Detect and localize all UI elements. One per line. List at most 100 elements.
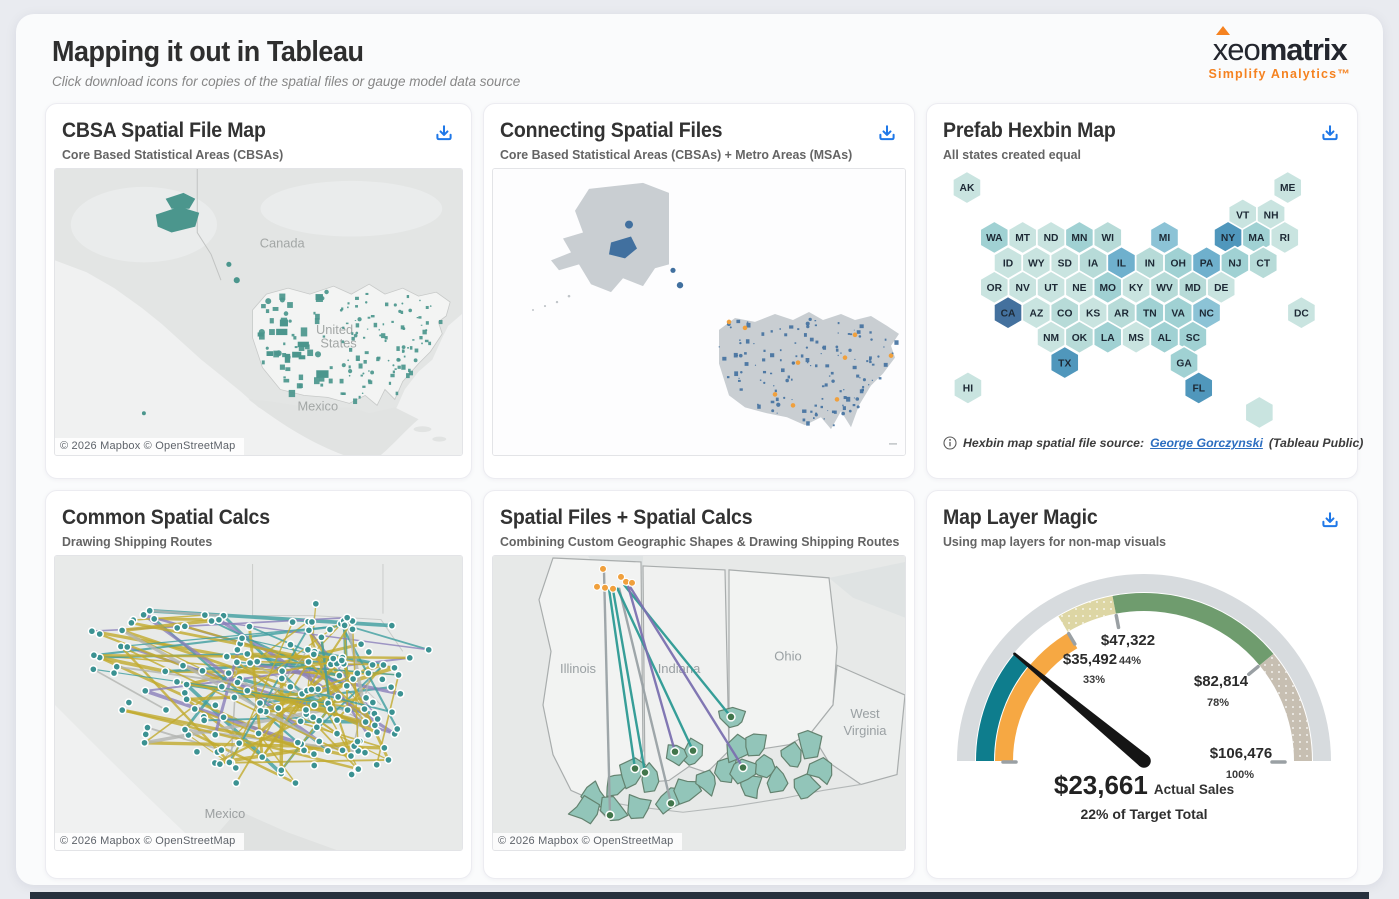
info-icon <box>943 436 957 450</box>
svg-text:VA: VA <box>1171 308 1185 319</box>
panel-cbsa-spatial-file-map: CBSA Spatial File Map Core Based Statist… <box>45 103 472 479</box>
panel-title: Connecting Spatial Files <box>500 119 723 142</box>
panel-spatial-files-calcs: Spatial Files + Spatial Calcs Combining … <box>483 490 915 879</box>
hexbin-footnote: Hexbin map spatial file source: George G… <box>943 436 1363 450</box>
svg-text:GA: GA <box>1176 358 1192 369</box>
svg-text:OH: OH <box>1170 259 1185 270</box>
svg-text:22% of Target Total: 22% of Target Total <box>1080 806 1207 822</box>
svg-text:$82,814: $82,814 <box>1194 673 1249 690</box>
svg-text:CT: CT <box>1256 259 1270 270</box>
brand-logo: xeomatrix Simplify Analytics™ <box>1208 26 1351 100</box>
svg-text:NV: NV <box>1016 283 1030 294</box>
svg-text:FL: FL <box>1192 384 1205 395</box>
svg-text:Mexico: Mexico <box>297 398 338 413</box>
svg-text:WI: WI <box>1102 233 1115 244</box>
svg-text:CA: CA <box>1001 308 1016 319</box>
source-link[interactable]: George Gorczynski <box>1150 436 1263 450</box>
brand-tagline: Simplify Analytics™ <box>1208 67 1351 81</box>
svg-text:HI: HI <box>963 384 973 395</box>
svg-text:MO: MO <box>1100 283 1117 294</box>
hexbin-map[interactable]: AK ME VT NH WA MT ND MN WI MI NY MA RI ID WY SD IA IL IN OH… <box>927 166 1357 432</box>
svg-text:KY: KY <box>1129 283 1143 294</box>
svg-text:SD: SD <box>1058 259 1072 270</box>
svg-text:WY: WY <box>1028 259 1045 270</box>
svg-text:NH: NH <box>1264 211 1279 222</box>
svg-text:OK: OK <box>1072 333 1088 344</box>
svg-text:West: West <box>850 706 880 721</box>
sales-gauge[interactable]: $35,492 33% $47,322 44% $82,814 78% $106,476 10… <box>927 551 1357 851</box>
panel-map-layer-magic: Map Layer Magic Using map layers for non… <box>926 490 1358 879</box>
svg-text:AR: AR <box>1114 308 1129 319</box>
map-attribution: © 2026 Mapbox © OpenStreetMap <box>55 833 244 850</box>
svg-text:WA: WA <box>986 233 1003 244</box>
download-button[interactable] <box>1317 121 1343 147</box>
svg-text:$47,322: $47,322 <box>1101 632 1155 649</box>
svg-text:Mexico: Mexico <box>205 806 246 821</box>
download-icon <box>879 125 895 141</box>
brand-light: xeo <box>1212 32 1261 67</box>
map-attribution: © 2026 Mapbox © OpenStreetMap <box>493 833 682 850</box>
svg-text:KS: KS <box>1086 308 1100 319</box>
footnote-prefix: Hexbin map spatial file source: <box>963 436 1145 450</box>
spider-map[interactable]: Illinois Indiana Ohio West Virginia © 2026 M… <box>492 555 906 851</box>
dashboard-header: Mapping it out in Tableau Click download… <box>52 26 1351 100</box>
shipping-routes-map[interactable]: Mexico © 2026 Mapbox © OpenStreetMap <box>54 555 463 851</box>
svg-text:RI: RI <box>1280 233 1290 244</box>
download-button[interactable] <box>874 121 900 147</box>
svg-text:DC: DC <box>1294 308 1309 319</box>
svg-text:$106,476: $106,476 <box>1210 745 1273 762</box>
svg-text:WV: WV <box>1156 283 1173 294</box>
connecting-map[interactable] <box>492 168 906 456</box>
download-button[interactable] <box>431 121 457 147</box>
svg-text:MA: MA <box>1248 233 1265 244</box>
panel-title: Common Spatial Calcs <box>62 506 270 529</box>
map-attribution: © 2026 Mapbox © OpenStreetMap <box>55 438 244 455</box>
svg-text:NM: NM <box>1043 333 1059 344</box>
panel-prefab-hexbin-map: Prefab Hexbin Map All states created equ… <box>926 103 1363 479</box>
svg-text:$35,492: $35,492 <box>1063 651 1117 668</box>
bottom-bar <box>30 892 1369 899</box>
panel-title: Map Layer Magic <box>943 506 1098 529</box>
svg-text:44%: 44% <box>1119 655 1141 667</box>
panel-title: CBSA Spatial File Map <box>62 119 266 142</box>
svg-text:PA: PA <box>1200 259 1214 270</box>
svg-text:TX: TX <box>1058 358 1071 369</box>
panel-common-spatial-calcs: Common Spatial Calcs Drawing Shipping Ro… <box>45 490 472 879</box>
svg-text:States: States <box>320 336 356 351</box>
svg-text:SC: SC <box>1186 333 1201 344</box>
svg-text:Illinois: Illinois <box>560 661 596 676</box>
svg-text:78%: 78% <box>1207 697 1229 709</box>
svg-text:MS: MS <box>1128 333 1144 344</box>
svg-text:AK: AK <box>960 183 975 194</box>
svg-text:CO: CO <box>1057 308 1072 319</box>
svg-text:UT: UT <box>1044 283 1058 294</box>
panel-subtitle: Using map layers for non-map visuals <box>943 534 1167 549</box>
download-button[interactable] <box>1317 508 1343 534</box>
svg-text:IN: IN <box>1145 259 1155 270</box>
panel-subtitle: Core Based Statistical Areas (CBSAs) + M… <box>500 147 853 162</box>
cbsa-map[interactable]: Canada United States Mexico © 2026 Mapbox ©… <box>54 168 463 456</box>
svg-text:ME: ME <box>1280 183 1296 194</box>
svg-text:ID: ID <box>1003 259 1013 270</box>
download-icon <box>436 125 452 141</box>
panel-subtitle: Core Based Statistical Areas (CBSAs) <box>62 147 284 162</box>
brand-bold: matrix <box>1259 32 1348 67</box>
svg-text:Indiana: Indiana <box>658 661 701 676</box>
svg-text:IL: IL <box>1117 259 1126 270</box>
svg-text:NJ: NJ <box>1228 259 1241 270</box>
svg-text:NE: NE <box>1072 283 1086 294</box>
logo-accent-icon <box>1215 26 1230 35</box>
svg-text:MT: MT <box>1015 233 1031 244</box>
svg-text:MN: MN <box>1071 233 1087 244</box>
svg-text:ND: ND <box>1044 233 1059 244</box>
panel-subtitle: All states created equal <box>943 147 1081 162</box>
svg-text:Ohio: Ohio <box>774 648 801 663</box>
svg-text:OR: OR <box>987 283 1003 294</box>
brand-wordmark: xeomatrix <box>1212 26 1348 67</box>
svg-text:MD: MD <box>1185 283 1201 294</box>
svg-text:NY: NY <box>1221 233 1235 244</box>
panel-subtitle: Combining Custom Geographic Shapes & Dra… <box>500 534 900 549</box>
panel-subtitle: Drawing Shipping Routes <box>62 534 213 549</box>
footnote-suffix: (Tableau Public) <box>1268 436 1364 450</box>
